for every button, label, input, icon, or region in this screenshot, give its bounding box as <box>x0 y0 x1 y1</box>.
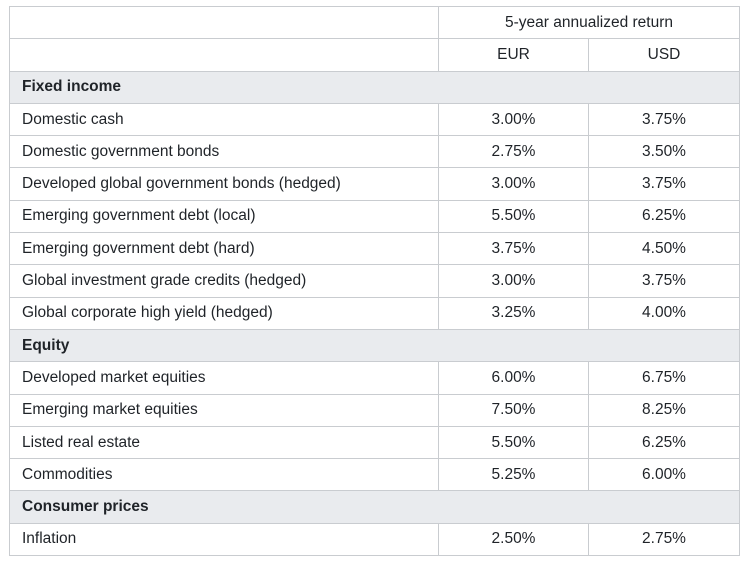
table-row: Global investment grade credits (hedged)… <box>9 264 740 298</box>
section-row-fixed-income: Fixed income <box>9 70 740 104</box>
table-row: Commodities 5.25% 6.00% <box>9 458 740 492</box>
section-title: Fixed income <box>9 70 740 104</box>
usd-value: 6.00% <box>588 458 740 492</box>
row-label: Listed real estate <box>9 425 439 460</box>
usd-value: 4.50% <box>588 232 740 266</box>
row-label: Commodities <box>9 458 439 492</box>
row-label: Emerging government debt (local) <box>9 199 439 234</box>
table-row: Developed global government bonds (hedge… <box>9 167 740 201</box>
usd-value: 3.75% <box>588 167 740 201</box>
header-currency-row: EUR USD <box>9 38 740 72</box>
usd-value: 2.75% <box>588 522 740 557</box>
section-title: Equity <box>9 328 740 363</box>
usd-value: 3.75% <box>588 102 740 137</box>
section-row-consumer-prices: Consumer prices <box>9 490 740 524</box>
table-row: Domestic government bonds 2.75% 3.50% <box>9 135 740 169</box>
usd-value: 6.75% <box>588 361 740 395</box>
table-header: 5-year annualized return EUR USD <box>9 5 740 72</box>
usd-value: 8.25% <box>588 393 740 427</box>
eur-value: 6.00% <box>438 361 589 395</box>
row-label: Emerging market equities <box>9 393 439 427</box>
table-row: Emerging government debt (hard) 3.75% 4.… <box>9 232 740 266</box>
usd-value: 6.25% <box>588 425 740 460</box>
eur-value: 5.25% <box>438 458 589 492</box>
row-label: Global investment grade credits (hedged) <box>9 264 439 298</box>
eur-value: 3.00% <box>438 264 589 298</box>
usd-value: 4.00% <box>588 296 740 330</box>
table-row: Domestic cash 3.00% 3.75% <box>9 102 740 137</box>
eur-value: 5.50% <box>438 199 589 234</box>
column-header-usd: USD <box>588 38 740 72</box>
usd-value: 6.25% <box>588 199 740 234</box>
table-row: Listed real estate 5.50% 6.25% <box>9 425 740 460</box>
eur-value: 3.75% <box>438 232 589 266</box>
eur-value: 5.50% <box>438 425 589 460</box>
eur-value: 2.50% <box>438 522 589 557</box>
table-row: Emerging market equities 7.50% 8.25% <box>9 393 740 427</box>
header-group-row: 5-year annualized return <box>9 5 740 40</box>
section-title: Consumer prices <box>9 490 740 524</box>
table-body: Fixed income Domestic cash 3.00% 3.75% D… <box>9 70 740 557</box>
table-row: Global corporate high yield (hedged) 3.2… <box>9 296 740 330</box>
usd-value: 3.50% <box>588 135 740 169</box>
row-label: Developed market equities <box>9 361 439 395</box>
row-label: Global corporate high yield (hedged) <box>9 296 439 330</box>
row-label: Inflation <box>9 522 439 557</box>
eur-value: 3.25% <box>438 296 589 330</box>
eur-value: 7.50% <box>438 393 589 427</box>
header-empty-cell <box>9 5 439 40</box>
eur-value: 2.75% <box>438 135 589 169</box>
row-label: Domestic cash <box>9 102 439 137</box>
table-row: Inflation 2.50% 2.75% <box>9 522 740 557</box>
table-row: Developed market equities 6.00% 6.75% <box>9 361 740 395</box>
returns-table: 5-year annualized return EUR USD Fixed i… <box>9 5 740 557</box>
usd-value: 3.75% <box>588 264 740 298</box>
eur-value: 3.00% <box>438 102 589 137</box>
header-group-cell: 5-year annualized return <box>438 5 740 40</box>
eur-value: 3.00% <box>438 167 589 201</box>
section-row-equity: Equity <box>9 328 740 363</box>
row-label: Developed global government bonds (hedge… <box>9 167 439 201</box>
row-label: Domestic government bonds <box>9 135 439 169</box>
row-label: Emerging government debt (hard) <box>9 232 439 266</box>
table-row: Emerging government debt (local) 5.50% 6… <box>9 199 740 234</box>
column-header-eur: EUR <box>438 38 589 72</box>
header-empty-cell <box>9 38 439 72</box>
